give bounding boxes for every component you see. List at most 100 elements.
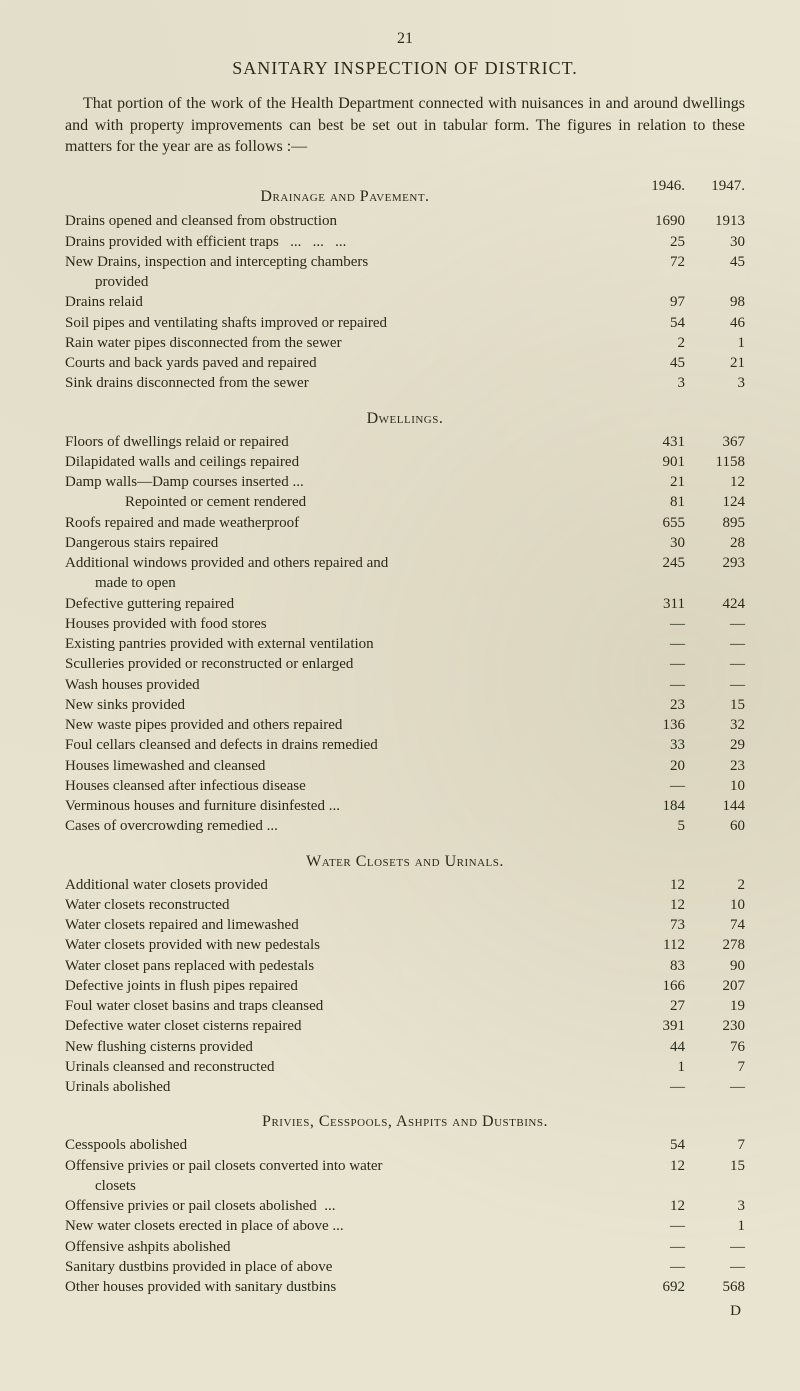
row-label: Water closet pans replaced with pedestal…	[65, 956, 625, 976]
row-value-1946: —	[625, 634, 685, 654]
table-row: Cases of overcrowding remedied ...560	[65, 816, 745, 836]
row-value-1946: 20	[625, 756, 685, 776]
row-value-1947: 30	[685, 232, 745, 252]
row-label: Additional windows provided and others r…	[65, 553, 625, 594]
row-value-1946: —	[625, 1257, 685, 1277]
row-label: New sinks provided	[65, 695, 625, 715]
row-label: Roofs repaired and made weatherproof	[65, 513, 625, 533]
row-value-1947: —	[685, 1237, 745, 1257]
privies-table: Cesspools abolished547Offensive privies …	[65, 1135, 745, 1297]
row-value-1947: 7	[685, 1057, 745, 1077]
row-value-1946: 54	[625, 1135, 685, 1155]
row-value-1946: 655	[625, 513, 685, 533]
row-value-1947: 74	[685, 915, 745, 935]
column-header-row: Drainage and Pavement. 1946. 1947.	[65, 176, 745, 212]
row-value-1947: —	[685, 1077, 745, 1097]
row-value-1946: —	[625, 776, 685, 796]
row-value-1947: 124	[685, 492, 745, 512]
row-value-1947: 144	[685, 796, 745, 816]
row-value-1947: 76	[685, 1037, 745, 1057]
row-value-1946: —	[625, 654, 685, 674]
table-row: Urinals cleansed and reconstructed17	[65, 1057, 745, 1077]
table-row: Roofs repaired and made weatherproof6558…	[65, 513, 745, 533]
row-value-1946: 12	[625, 1196, 685, 1216]
table-row: Additional windows provided and others r…	[65, 553, 745, 594]
row-label: Offensive privies or pail closets conver…	[65, 1156, 625, 1197]
row-label: Houses cleansed after infectious disease	[65, 776, 625, 796]
row-value-1947: 207	[685, 976, 745, 996]
row-value-1946: 311	[625, 594, 685, 614]
table-row: Rain water pipes disconnected from the s…	[65, 333, 745, 353]
table-row: Defective water closet cisterns repaired…	[65, 1016, 745, 1036]
row-value-1947: 230	[685, 1016, 745, 1036]
row-label: Defective guttering repaired	[65, 594, 625, 614]
row-label: Sink drains disconnected from the sewer	[65, 373, 625, 393]
table-row: Drains relaid9798	[65, 292, 745, 312]
row-value-1946: —	[625, 1237, 685, 1257]
row-value-1946: 12	[625, 895, 685, 915]
row-value-1947: 1158	[685, 452, 745, 472]
row-value-1946: 901	[625, 452, 685, 472]
row-value-1947: —	[685, 654, 745, 674]
row-label: Houses provided with food stores	[65, 614, 625, 634]
row-label: Defective water closet cisterns repaired	[65, 1016, 625, 1036]
row-value-1947: 29	[685, 735, 745, 755]
row-value-1947: 10	[685, 895, 745, 915]
row-value-1946: 2	[625, 333, 685, 353]
row-value-1946: 3	[625, 373, 685, 393]
row-label: Rain water pipes disconnected from the s…	[65, 333, 625, 353]
row-label: Sanitary dustbins provided in place of a…	[65, 1257, 625, 1277]
table-row: Floors of dwellings relaid or repaired43…	[65, 432, 745, 452]
row-value-1947: 424	[685, 594, 745, 614]
row-label: Dangerous stairs repaired	[65, 533, 625, 553]
row-label: Other houses provided with sanitary dust…	[65, 1277, 625, 1297]
row-value-1947: 98	[685, 292, 745, 312]
table-row: Additional water closets provided122	[65, 875, 745, 895]
row-value-1947: 10	[685, 776, 745, 796]
table-row: Other houses provided with sanitary dust…	[65, 1277, 745, 1297]
row-value-1947: —	[685, 634, 745, 654]
row-label: Offensive privies or pail closets abolis…	[65, 1196, 625, 1216]
row-value-1946: 23	[625, 695, 685, 715]
row-label: Verminous houses and furniture disinfest…	[65, 796, 625, 816]
row-label: Dilapidated walls and ceilings repaired	[65, 452, 625, 472]
row-label: Foul cellars cleansed and defects in dra…	[65, 735, 625, 755]
row-value-1947: 278	[685, 935, 745, 955]
row-value-1947: 19	[685, 996, 745, 1016]
table-row: New Drains, inspection and intercepting …	[65, 252, 745, 293]
row-value-1947: 2	[685, 875, 745, 895]
row-value-1946: 21	[625, 472, 685, 492]
row-label: Courts and back yards paved and repaired	[65, 353, 625, 373]
table-row: Drains provided with efficient traps ...…	[65, 232, 745, 252]
row-value-1947: 60	[685, 816, 745, 836]
table-row: Sanitary dustbins provided in place of a…	[65, 1257, 745, 1277]
row-value-1947: 568	[685, 1277, 745, 1297]
row-value-1946: 431	[625, 432, 685, 452]
row-value-1946: 33	[625, 735, 685, 755]
row-value-1946: 44	[625, 1037, 685, 1057]
row-label: New water closets erected in place of ab…	[65, 1216, 625, 1236]
row-value-1947: 3	[685, 373, 745, 393]
table-row: Sink drains disconnected from the sewer3…	[65, 373, 745, 393]
row-label: Defective joints in flush pipes repaired	[65, 976, 625, 996]
row-value-1947: 293	[685, 553, 745, 573]
row-value-1946: 391	[625, 1016, 685, 1036]
row-label: Water closets repaired and limewashed	[65, 915, 625, 935]
water-closets-table: Additional water closets provided122Wate…	[65, 875, 745, 1098]
row-value-1946: 12	[625, 875, 685, 895]
row-value-1946: 136	[625, 715, 685, 735]
table-row: New flushing cisterns provided4476	[65, 1037, 745, 1057]
row-label: Water closets reconstructed	[65, 895, 625, 915]
table-row: Soil pipes and ventilating shafts improv…	[65, 313, 745, 333]
year-col-1946: 1946.	[625, 176, 685, 212]
drainage-table: Drains opened and cleansed from obstruct…	[65, 211, 745, 393]
table-row: Verminous houses and furniture disinfest…	[65, 796, 745, 816]
row-value-1946: 83	[625, 956, 685, 976]
row-value-1946: 1690	[625, 211, 685, 231]
row-label: New Drains, inspection and intercepting …	[65, 252, 625, 293]
main-title: SANITARY INSPECTION OF DISTRICT.	[65, 58, 745, 79]
page-number: 21	[65, 30, 745, 48]
table-row: Houses limewashed and cleansed2023	[65, 756, 745, 776]
table-row: Damp walls—Damp courses inserted ...2112	[65, 472, 745, 492]
row-label: Repointed or cement rendered	[65, 492, 625, 512]
